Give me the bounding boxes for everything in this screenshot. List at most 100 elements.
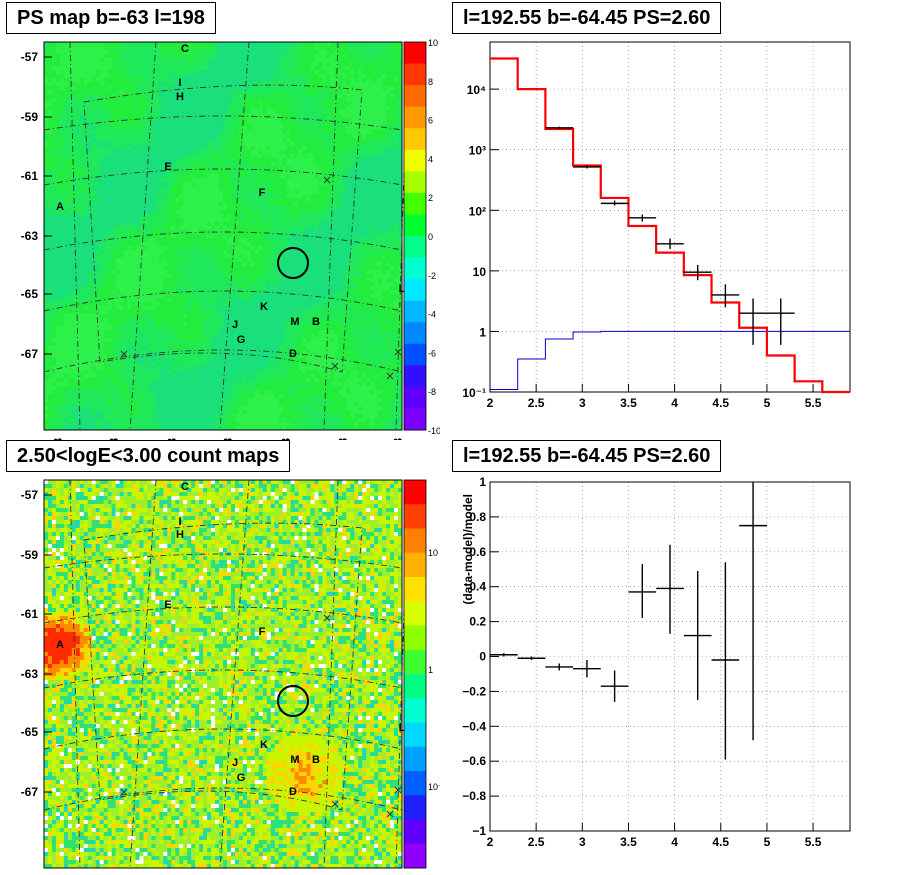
cnt-roi-circle bbox=[277, 685, 309, 717]
spectrum-xtick-label: 2 bbox=[487, 396, 494, 410]
ps-source-label: L bbox=[399, 283, 406, 295]
ps-ytick-label: -63 bbox=[21, 229, 39, 243]
residual-data-point bbox=[545, 663, 574, 671]
spectrum-xtick-label: 3 bbox=[579, 396, 586, 410]
ps-ytick-label: -59 bbox=[21, 110, 39, 124]
cnt-source-label: J bbox=[232, 757, 238, 769]
ps-source-label: K bbox=[260, 301, 268, 313]
spectrum-xtick-label: 4 bbox=[671, 396, 678, 410]
ps-source-label: A bbox=[56, 201, 64, 213]
ps-xtick-label: 183 bbox=[391, 438, 405, 440]
residual-data-point bbox=[600, 670, 629, 702]
residual-ytick-label: −1 bbox=[472, 824, 486, 838]
spectrum-ytick-label: 10³ bbox=[469, 144, 486, 158]
spectrum-data-point bbox=[573, 164, 601, 169]
cnt-region-outline bbox=[83, 522, 363, 811]
ps-colorbar-tick: 10 bbox=[428, 38, 438, 48]
ps-colorbar-tick: 2 bbox=[428, 193, 433, 203]
cnt-x-marker bbox=[386, 810, 394, 818]
spectrum-data-point bbox=[739, 298, 767, 345]
ps-map-pixels bbox=[44, 42, 403, 431]
ps-colorbar-tick: -8 bbox=[428, 387, 436, 397]
cnt-map-grid bbox=[43, 479, 409, 869]
cnt-ytick-label: -63 bbox=[21, 667, 39, 681]
ps-x-marker bbox=[120, 350, 128, 358]
ps-lat-line bbox=[43, 231, 403, 251]
cnt-map-pixels bbox=[44, 480, 403, 869]
spectrum-xtick-label: 4.5 bbox=[712, 396, 729, 410]
residual-ytick-label: −0.4 bbox=[462, 719, 486, 733]
ps-xtick-label: 188 bbox=[336, 438, 350, 440]
cnt-source-label: G bbox=[237, 772, 246, 784]
ps-xtick-label: 198 bbox=[221, 438, 235, 440]
ps-xtick-label: 203 bbox=[165, 438, 179, 440]
spectrum-grid bbox=[489, 42, 850, 393]
spectrum-ps-model-line bbox=[490, 330, 850, 390]
spectrum-xtick-label: 2.5 bbox=[528, 396, 545, 410]
spectrum-total-model-line bbox=[490, 57, 850, 394]
cnt-ytick-label: -57 bbox=[21, 488, 39, 502]
spectrum-ytick-label: 10⁻¹ bbox=[462, 386, 486, 400]
residual-xtick-label: 2 bbox=[487, 835, 494, 849]
ps-source-label: J bbox=[232, 319, 238, 331]
ps-x-marker bbox=[331, 362, 339, 370]
residual-ytick-label: −0.2 bbox=[462, 684, 486, 698]
cnt-lat-line bbox=[43, 669, 403, 689]
ps-xtick-label: 208 bbox=[107, 438, 121, 440]
residual-data-point bbox=[739, 482, 767, 741]
ps-roi-circle bbox=[277, 247, 309, 279]
residual-ytick-label: 0.6 bbox=[469, 545, 486, 559]
cnt-source-label: I bbox=[178, 516, 181, 528]
spectrum-xtick-label: 5.5 bbox=[805, 396, 822, 410]
cnt-colorbar-frame bbox=[403, 479, 427, 869]
residual-ytick-label: 0.2 bbox=[469, 615, 486, 629]
ps-x-marker bbox=[323, 176, 331, 184]
ps-ytick-label: -67 bbox=[21, 347, 39, 361]
ps-ytick-label: -61 bbox=[21, 169, 39, 183]
ps-map-grid bbox=[43, 41, 409, 431]
count-map-heatmap: CIHEFAKMBJGDL-57-59-61-63-65-67213208203… bbox=[21, 479, 440, 869]
residual-data-point bbox=[573, 659, 601, 678]
cnt-x-marker bbox=[323, 614, 331, 622]
residual-plot: 2 2.5 3 3.5 4 4.5 5 5.5 1 0.8 0.6 0.4 0.2 0 −0.2 −0.4 −0… bbox=[461, 475, 851, 849]
cnt-colorbar-tick: 10 bbox=[428, 548, 438, 558]
cnt-source-label: E bbox=[164, 599, 171, 611]
ps-lat-line bbox=[43, 349, 403, 373]
spectrum-ytick-label: 10² bbox=[469, 204, 486, 218]
ps-x-marker bbox=[394, 348, 402, 356]
cnt-ytick-label: -65 bbox=[21, 725, 39, 739]
residual-data-point bbox=[490, 653, 518, 657]
residual-data-point bbox=[683, 570, 712, 701]
cnt-x-marker bbox=[331, 800, 339, 808]
cnt-x-marker bbox=[120, 788, 128, 796]
ps-colorbar-frame bbox=[403, 41, 427, 431]
ps-source-label: F bbox=[259, 187, 266, 199]
spectrum-data-point bbox=[766, 298, 795, 345]
spectrum-ytick-label: 10 bbox=[473, 265, 487, 279]
count-map-title: 2.50<logE<3.00 count maps bbox=[6, 440, 291, 472]
residual-ytick-label: 1 bbox=[479, 475, 486, 489]
spectrum-ytick-label: 10⁴ bbox=[467, 83, 486, 97]
residual-ytick-label: −0.8 bbox=[462, 789, 486, 803]
ps-lat-line bbox=[43, 168, 403, 186]
ps-xtick-label: 213 bbox=[51, 438, 65, 440]
ps-source-label: I bbox=[178, 77, 181, 89]
spectrum-ytick-label: 1 bbox=[479, 325, 486, 339]
residual-xtick-label: 3.5 bbox=[620, 835, 637, 849]
spectrum-data-point bbox=[711, 284, 740, 308]
ps-ytick-label: -65 bbox=[21, 287, 39, 301]
ps-source-label: C bbox=[181, 43, 189, 55]
ps-source-label: M bbox=[290, 316, 299, 328]
ps-source-label: E bbox=[164, 161, 171, 173]
cnt-source-label: D bbox=[289, 786, 297, 798]
ps-colorbar-tick: -10 bbox=[428, 426, 440, 436]
cnt-x-marker bbox=[394, 786, 402, 794]
spectrum-data-point bbox=[600, 200, 629, 206]
ps-colorbar-tick: -4 bbox=[428, 310, 436, 320]
spectrum-title: l=192.55 b=-64.45 PS=2.60 bbox=[452, 2, 722, 34]
cnt-lat-line bbox=[43, 787, 403, 811]
ps-source-label: G bbox=[237, 334, 246, 346]
cnt-ytick-label: -67 bbox=[21, 785, 39, 799]
ps-colorbar-tick: 6 bbox=[428, 116, 433, 126]
ps-lat-line bbox=[43, 290, 403, 312]
